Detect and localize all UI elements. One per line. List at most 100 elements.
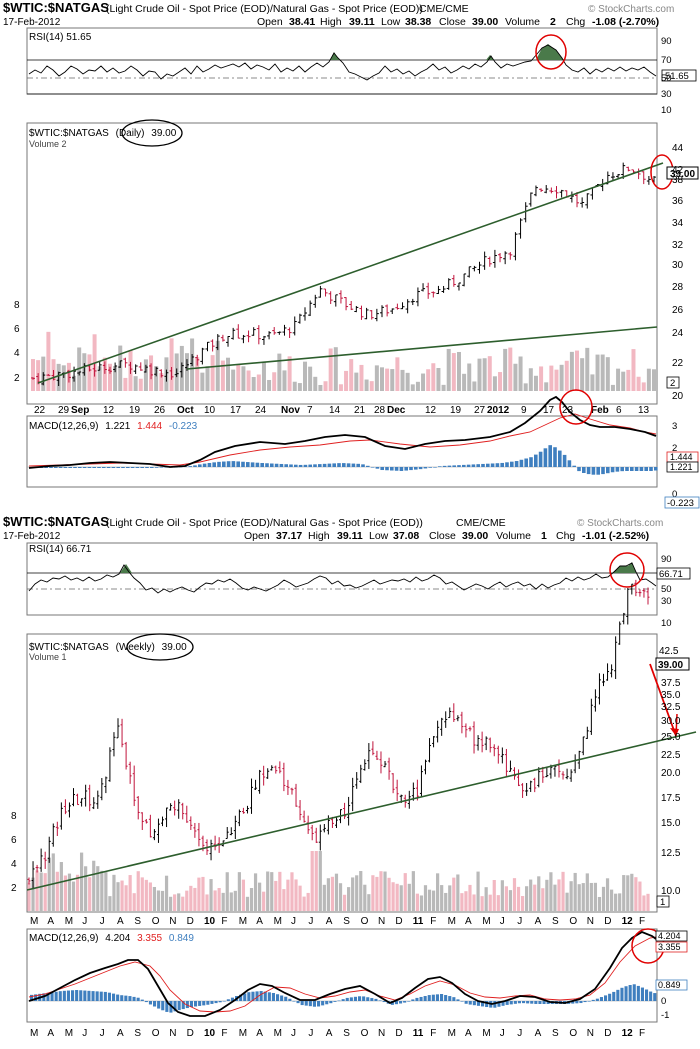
macd-hist-bar (514, 461, 519, 467)
macd-hist-bar (497, 1001, 501, 1007)
macd-hist-bar (370, 467, 375, 468)
macd-hist-bar (591, 999, 595, 1001)
ohlc-bar (545, 766, 549, 778)
ohlc-bar (282, 762, 286, 792)
macd-hist-bar (322, 463, 327, 467)
ohlc-bar (310, 824, 314, 841)
chart2-chg: -1.01 (-2.52%) (582, 530, 649, 542)
chart1-price-tick: 24 (672, 328, 684, 339)
ohlc-bar (338, 290, 343, 304)
chart2-macd-label: MACD(12,26,9) 4.204 3.355 0.849 (29, 933, 194, 944)
volume-bar (169, 896, 173, 911)
macd-hist-bar (457, 465, 461, 467)
chart1-date-tick: Nov (281, 405, 300, 416)
chart2-ohlc-bars (27, 579, 650, 890)
volume-bar (152, 886, 157, 911)
ohlc-bar (108, 747, 112, 782)
macd-hist-bar (579, 1001, 583, 1004)
chart1-macd-line-tag (666, 461, 699, 473)
macd-hist-bar (636, 985, 640, 1001)
chart1-rsi-annotation-circle (535, 34, 567, 70)
date-tick: F (430, 916, 436, 927)
macd-hist-bar (351, 463, 356, 467)
volume-bar (419, 895, 424, 911)
volume-bar (113, 365, 118, 391)
chart1-volume-tick: 6 (14, 324, 20, 335)
volume-bar (391, 882, 395, 911)
macd-hist-bar (202, 1001, 206, 1006)
chart1-volume-tag-value: 2 (670, 378, 675, 389)
ohlc-bar (241, 334, 246, 344)
macd-hist-bar (374, 998, 378, 1001)
macd-hist-bar (625, 467, 629, 471)
volume-bar (468, 884, 472, 911)
ohlc-bar (138, 362, 143, 371)
ohlc-bar (504, 748, 508, 777)
ohlc-bar (148, 814, 152, 838)
macd-hist-bar (145, 467, 149, 468)
ohlc-bar (323, 288, 328, 297)
macd-hist-bar (120, 995, 124, 1001)
ohlc-bar (446, 278, 451, 290)
macd-hist-bar (308, 464, 312, 467)
ohlc-bar (496, 745, 500, 764)
ohlc-bar (318, 824, 322, 851)
volume-bar (241, 366, 246, 391)
volume-bar (390, 369, 395, 391)
macd-hist-bar (632, 984, 636, 1001)
chart2-macd-signal-tag (655, 941, 688, 953)
volume-bar (641, 382, 646, 391)
macd-hist-bar (63, 467, 68, 468)
ohlc-bar (159, 369, 164, 378)
chart2-price-label-symbol: $WTIC:$NATGAS (29, 642, 109, 653)
ohlc-bar (400, 302, 405, 310)
chart1-price-tick: 28 (672, 282, 684, 293)
date-tick: N (169, 916, 176, 927)
volume-bar (181, 896, 185, 911)
chart1-date-tick: 6 (616, 405, 622, 416)
volume-bar (334, 873, 339, 911)
chart1-open: 38.41 (289, 16, 315, 28)
ohlc-bar (292, 316, 297, 336)
macd-hist-bar (423, 467, 428, 469)
ohlc-bar (441, 285, 446, 293)
macd-hist-bar (366, 465, 370, 467)
ohlc-bar (270, 765, 274, 771)
volume-bar (79, 852, 84, 911)
macd-hist-bar (548, 445, 552, 467)
ohlc-bar (274, 765, 278, 774)
volume-bar (290, 872, 294, 911)
volume-bar (403, 873, 407, 911)
ohlc-bar (140, 812, 144, 831)
ohlc-bar (318, 285, 323, 298)
ohlc-bar (426, 282, 431, 299)
chart1-date-tick: Oct (177, 405, 194, 416)
macd-hist-bar (150, 467, 154, 468)
chart2-price-tick: 42.5 (659, 646, 679, 657)
volume-bar (201, 876, 205, 911)
volume-bar (39, 872, 43, 911)
volume-bar (217, 887, 221, 911)
macd-hist-bar (399, 1001, 403, 1004)
chart2-price-frame (26, 633, 658, 913)
volume-bar (330, 876, 335, 911)
ohlc-bar (63, 799, 67, 815)
macd-hist-bar (375, 467, 380, 469)
chart1-description: (Light Crude Oil - Spot Price (EOD)/Natu… (106, 3, 423, 15)
macd-hist-bar (292, 1000, 296, 1002)
macd-hist-bar (407, 1001, 411, 1002)
volume-bar (642, 895, 646, 911)
volume-bar (444, 892, 448, 911)
chart2-price-tick: 30.0 (661, 716, 681, 727)
macd-hist-bar (128, 996, 132, 1001)
ohlc-bar (634, 579, 638, 597)
volume-bar (533, 375, 538, 391)
macd-hist-bar (403, 1001, 407, 1003)
volume-bar (537, 876, 541, 911)
volume-bar (626, 875, 630, 911)
chart1-price-tick: 32 (672, 240, 684, 251)
ohlc-bar (92, 363, 97, 377)
chart2-trendline-support (26, 731, 697, 891)
volume-bar (261, 361, 266, 391)
